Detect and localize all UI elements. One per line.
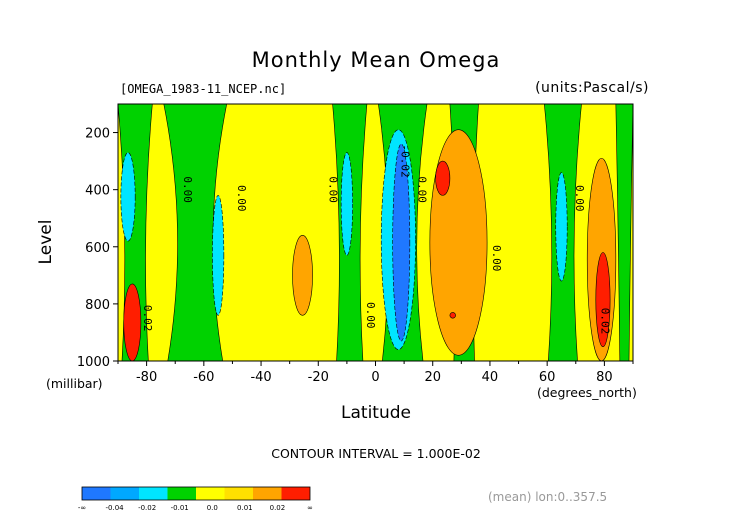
x-tick-label: -40	[250, 370, 271, 385]
y-tick-label: 800	[85, 298, 110, 313]
y-tick-label: 400	[85, 184, 110, 199]
contour-region	[120, 152, 136, 242]
longitude-note: (mean) lon:0..357.5	[488, 490, 608, 504]
x-tick-label: 20	[424, 370, 441, 385]
contour-region	[123, 283, 142, 361]
contour-label: -0.02	[398, 145, 411, 178]
contour-label: 0.00	[364, 302, 377, 329]
y-axis-unit: (millibar)	[46, 376, 103, 391]
contour-label: 0.00	[573, 185, 586, 212]
colorbar-label: 0.0	[207, 504, 218, 512]
colorbar-swatch	[281, 487, 310, 500]
colorbar-label: 0.02	[270, 504, 286, 512]
x-tick-label: 80	[596, 370, 613, 385]
colorbar-swatch	[224, 487, 253, 500]
x-tick-label: 40	[482, 370, 499, 385]
contour-region	[340, 152, 353, 256]
contour-region	[595, 252, 611, 348]
colorbar-label: -0.04	[106, 504, 125, 512]
colorbar-swatch	[82, 487, 111, 500]
y-tick-label: 1000	[77, 355, 110, 370]
colorbar-swatch	[167, 487, 196, 500]
source-file-label: [OMEGA_1983-11_NCEP.nc]	[120, 82, 287, 96]
x-tick-label: 0	[371, 370, 379, 385]
contour-label: 0.00	[490, 245, 503, 272]
contour-band-negative	[163, 104, 228, 361]
chart-title: Monthly Mean Omega	[251, 48, 501, 72]
colorbar-swatch	[196, 487, 225, 500]
contour-region	[429, 129, 488, 356]
colorbar-label: -0.01	[171, 504, 189, 512]
colorbar-border	[81, 486, 311, 501]
contour-label: 0.02	[599, 308, 612, 335]
contour-label: 0.00	[327, 176, 340, 203]
x-axis-label-text: Latitude	[341, 403, 411, 423]
y-tick-label: 600	[85, 241, 110, 256]
units-label: (units:Pascal/s)	[535, 80, 649, 96]
contour-label: 0.00	[181, 176, 194, 203]
contour-region	[292, 235, 313, 316]
contour-region	[435, 160, 451, 196]
colorbar-swatch	[110, 487, 139, 500]
x-axis-unit: (degrees_north)	[537, 385, 637, 400]
x-tick-label: -20	[308, 370, 329, 385]
contour-region	[555, 172, 568, 282]
colorbar-swatch	[139, 487, 168, 500]
contour-region	[392, 143, 411, 342]
contour-label: 0.00	[235, 185, 248, 212]
colorbar-label: ∞	[307, 504, 313, 512]
colorbar-label: -0.02	[138, 504, 156, 512]
colorbar-swatch	[253, 487, 282, 500]
x-tick-label: -80	[136, 370, 157, 385]
contour-label: 0.02	[141, 305, 154, 332]
x-axis-label: Latitude	[0, 403, 752, 423]
colorbar-label: 0.01	[237, 504, 253, 512]
colorbar: -∞ -0.04 -0.02 -0.01 0.0 0.01 0.02 ∞	[78, 486, 313, 512]
y-tick-label: 200	[85, 127, 110, 142]
contour-band-negative	[615, 104, 633, 361]
contour-interval-text: CONTOUR INTERVAL = 1.000E-02	[271, 446, 481, 461]
colorbar-label: -∞	[78, 504, 86, 512]
x-tick-label: -60	[193, 370, 214, 385]
x-tick-label: 60	[539, 370, 556, 385]
contour-region	[449, 312, 456, 319]
contour-label: 0.00	[415, 176, 428, 203]
contour-region	[212, 195, 225, 316]
